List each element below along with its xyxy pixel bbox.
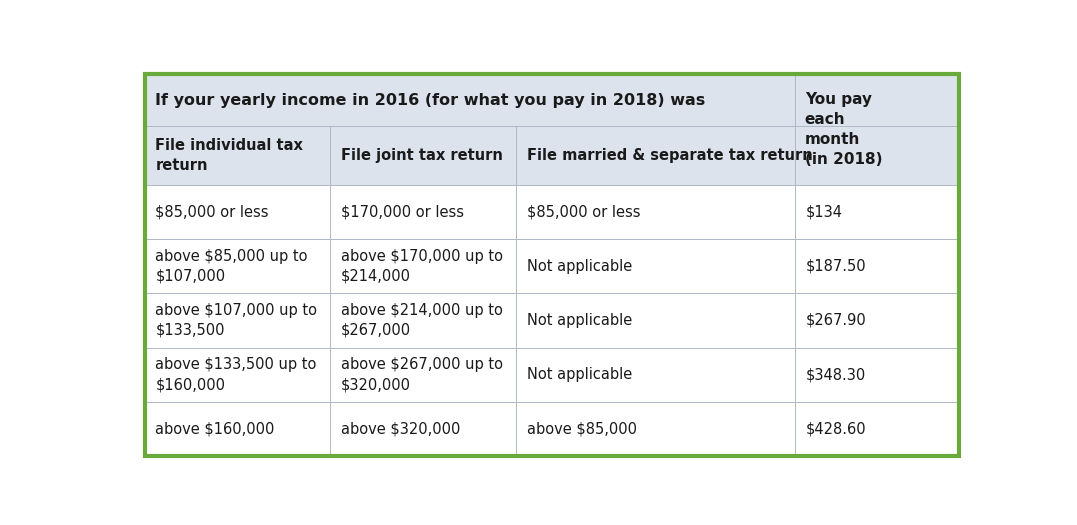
- Text: above $107,000 up to
$133,500: above $107,000 up to $133,500: [155, 303, 318, 338]
- Text: above $170,000 up to
$214,000: above $170,000 up to $214,000: [341, 249, 503, 284]
- Bar: [331, 293, 516, 348]
- Bar: [795, 293, 960, 348]
- Text: $348.30: $348.30: [806, 367, 866, 382]
- Bar: [795, 185, 960, 239]
- Text: $428.60: $428.60: [806, 422, 866, 436]
- Bar: [516, 402, 795, 456]
- Text: Not applicable: Not applicable: [527, 313, 632, 328]
- Text: $134: $134: [806, 205, 842, 219]
- Bar: [516, 348, 795, 402]
- Text: Not applicable: Not applicable: [527, 259, 632, 274]
- Text: above $267,000 up to
$320,000: above $267,000 up to $320,000: [341, 357, 503, 392]
- Bar: [144, 239, 331, 293]
- Bar: [144, 185, 331, 239]
- Text: $85,000 or less: $85,000 or less: [527, 205, 641, 219]
- Text: You pay
each
month
(in 2018): You pay each month (in 2018): [805, 92, 882, 167]
- Bar: [144, 293, 331, 348]
- Text: File married & separate tax return: File married & separate tax return: [527, 148, 813, 163]
- Bar: [331, 348, 516, 402]
- Text: $85,000 or less: $85,000 or less: [155, 205, 269, 219]
- Bar: [795, 75, 960, 185]
- Text: above $214,000 up to
$267,000: above $214,000 up to $267,000: [341, 303, 503, 338]
- Bar: [795, 348, 960, 402]
- Text: $170,000 or less: $170,000 or less: [341, 205, 464, 219]
- Bar: [795, 126, 960, 185]
- Bar: [331, 126, 516, 185]
- Bar: [516, 239, 795, 293]
- Bar: [331, 185, 516, 239]
- Text: File joint tax return: File joint tax return: [341, 148, 503, 163]
- Text: above $85,000: above $85,000: [527, 422, 637, 436]
- Text: File individual tax
return: File individual tax return: [155, 138, 304, 173]
- Bar: [331, 239, 516, 293]
- Text: $187.50: $187.50: [806, 259, 866, 274]
- Bar: [144, 75, 795, 126]
- Bar: [795, 239, 960, 293]
- Bar: [144, 126, 331, 185]
- Bar: [516, 126, 795, 185]
- Text: Not applicable: Not applicable: [527, 367, 632, 382]
- Bar: [795, 402, 960, 456]
- Text: If your yearly income in 2016 (for what you pay in 2018) was: If your yearly income in 2016 (for what …: [155, 92, 705, 108]
- Bar: [516, 293, 795, 348]
- Text: above $133,500 up to
$160,000: above $133,500 up to $160,000: [155, 357, 317, 392]
- Bar: [144, 348, 331, 402]
- Text: above $160,000: above $160,000: [155, 422, 275, 436]
- Bar: [144, 402, 331, 456]
- Text: above $320,000: above $320,000: [341, 422, 461, 436]
- Text: $267.90: $267.90: [806, 313, 866, 328]
- Text: above $85,000 up to
$107,000: above $85,000 up to $107,000: [155, 249, 308, 284]
- Bar: [516, 185, 795, 239]
- Bar: [331, 402, 516, 456]
